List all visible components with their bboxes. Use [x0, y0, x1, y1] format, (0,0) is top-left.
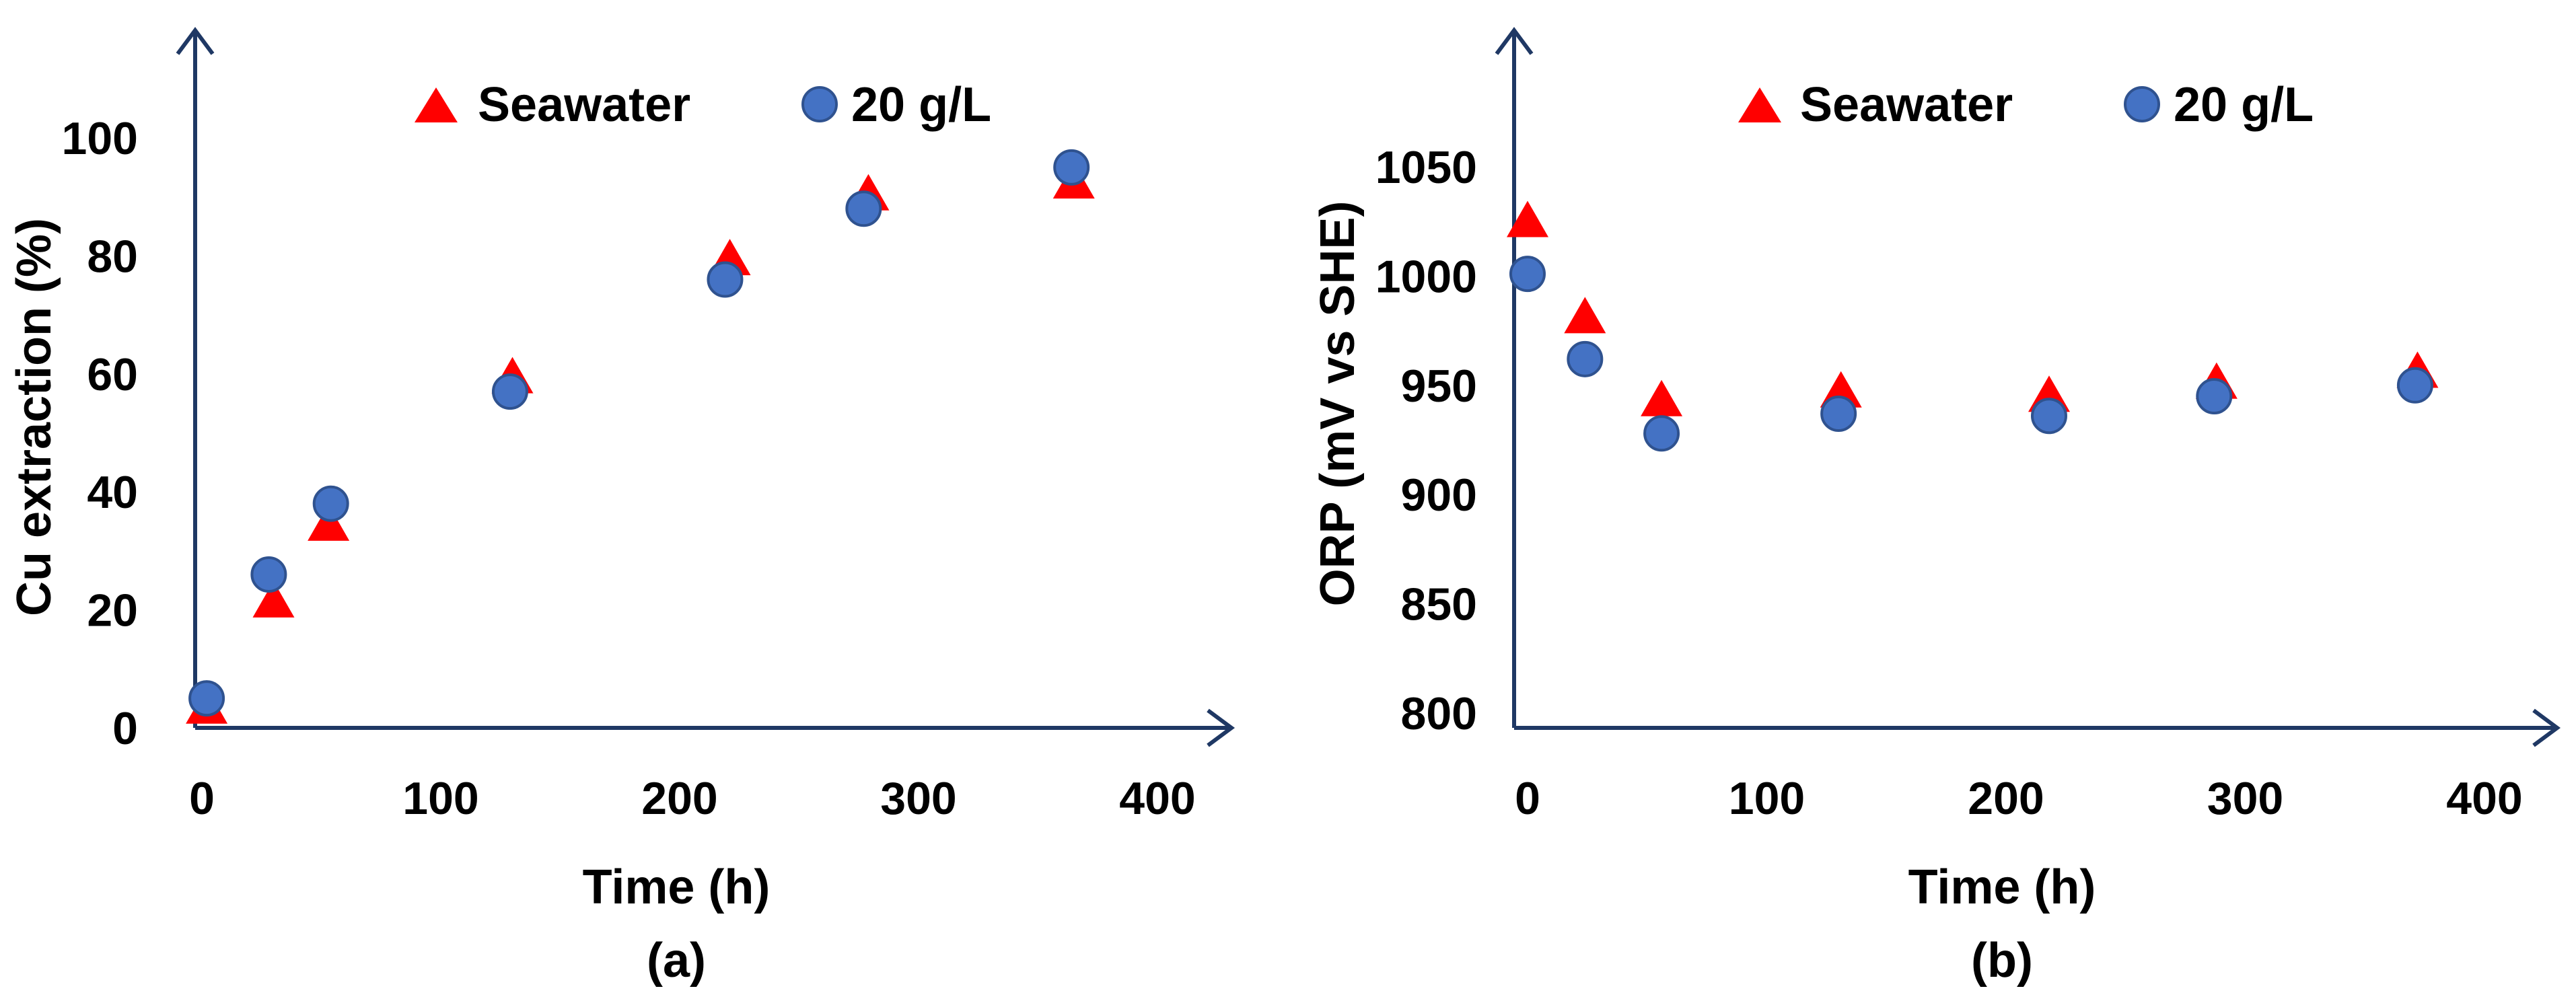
chart-b-point-seawater [1507, 200, 1548, 237]
chart-b-panel-label: (b) [1971, 934, 2033, 988]
chart-b-y-tick-label: 1000 [1375, 251, 1477, 302]
chart-b-y-tick-label: 800 [1401, 688, 1477, 739]
chart-b-y-tick-label: 900 [1401, 470, 1477, 521]
chart-a-x-tick-label: 300 [880, 773, 956, 824]
chart-a-x-ticks: 0 100 200 300 400 [189, 773, 1196, 824]
legend-a-20gl-label: 20 g/L [851, 78, 991, 132]
chart-a-series-20gl [188, 149, 1090, 717]
chart-a: 0 20 40 60 80 100 0 100 200 300 400 Cu extraction… [7, 26, 1236, 988]
chart-b-point-20gl [2396, 367, 2433, 404]
chart-a-point-20gl [1053, 149, 1090, 186]
chart-b-x-ticks: 0 100 200 300 400 [1515, 773, 2523, 824]
chart-b-x-title: Time (h) [1908, 860, 2096, 914]
chart-b-point-20gl [2030, 398, 2067, 435]
chart-a-y-tick-label: 40 [87, 467, 138, 518]
chart-a-y-title: Cu extraction (%) [7, 218, 61, 616]
chart-b-y-title: ORP (mV vs SHE) [1311, 201, 1365, 607]
chart-a-y-tick-label: 60 [87, 349, 138, 400]
chart-a-point-20gl [707, 261, 744, 298]
chart-a-point-seawater [252, 581, 295, 618]
chart-b-point-seawater [1564, 297, 1606, 334]
chart-a-series-seawater [186, 162, 1095, 724]
chart-b-y-tick-label: 950 [1401, 361, 1477, 412]
chart-a-x-title: Time (h) [583, 860, 771, 914]
chart-b-point-seawater [1641, 379, 1683, 416]
chart-a-point-20gl [491, 373, 528, 410]
legend-b-seawater-marker [1738, 87, 1781, 122]
legend-b-seawater-label: Seawater [1800, 78, 2013, 132]
chart-a-y-tick-label: 20 [87, 585, 138, 636]
chart-b-point-20gl [1820, 396, 1857, 433]
chart-b-point-20gl [1567, 340, 1604, 377]
chart-a-legend: Seawater 20 g/L [415, 78, 991, 132]
chart-b-x-tick-label: 400 [2446, 773, 2522, 824]
chart-a-y-tick-label: 80 [87, 231, 138, 282]
chart-b-legend: Seawater 20 g/L [1738, 78, 2314, 132]
chart-b-point-20gl [2196, 378, 2233, 415]
chart-b-x-tick-label: 300 [2207, 773, 2283, 824]
chart-a-y-tick-label: 100 [62, 113, 138, 164]
chart-a-y-tick-label: 0 [112, 703, 138, 754]
chart-a-axes [176, 26, 1236, 747]
chart-b-y-tick-label: 850 [1401, 579, 1477, 630]
chart-a-point-20gl [845, 190, 882, 227]
chart-a-y-arrow [176, 26, 215, 55]
chart-a-x-tick-label: 0 [189, 773, 215, 824]
chart-b-y-tick-label: 1050 [1375, 142, 1477, 193]
chart-a-x-tick-label: 100 [402, 773, 478, 824]
chart-b-axes [1495, 26, 2561, 747]
chart-b: 800 850 900 950 1000 1050 0 100 200 300 400 ORP (… [1311, 26, 2561, 988]
chart-b-series-20gl [1509, 256, 2433, 452]
chart-b-y-arrow [1495, 26, 1534, 55]
legend-a-seawater-label: Seawater [478, 78, 690, 132]
chart-a-point-20gl [188, 680, 225, 717]
chart-b-point-20gl [1509, 256, 1546, 293]
chart-a-x-arrow [1207, 708, 1236, 747]
chart-a-x-tick-label: 400 [1119, 773, 1195, 824]
legend-b-20gl-marker [2124, 86, 2160, 122]
chart-a-point-20gl [312, 485, 349, 522]
legend-a-20gl-marker [801, 86, 838, 122]
chart-b-x-arrow [2532, 708, 2561, 747]
chart-a-panel-label: (a) [647, 934, 706, 988]
chart-b-series-seawater [1507, 200, 2439, 416]
chart-b-x-tick-label: 0 [1515, 773, 1540, 824]
chart-a-x-tick-label: 200 [641, 773, 717, 824]
chart-a-point-20gl [250, 556, 287, 593]
legend-a-seawater-marker [415, 87, 458, 122]
chart-b-x-tick-label: 100 [1729, 773, 1805, 824]
chart-b-x-tick-label: 200 [1968, 773, 2044, 824]
chart-b-y-ticks: 800 850 900 950 1000 1050 [1375, 142, 1477, 739]
chart-a-y-ticks: 0 20 40 60 80 100 [62, 113, 138, 754]
chart-b-point-20gl [1643, 415, 1680, 452]
chart-a-point-seawater [308, 504, 350, 541]
legend-b-20gl-label: 20 g/L [2174, 78, 2314, 132]
